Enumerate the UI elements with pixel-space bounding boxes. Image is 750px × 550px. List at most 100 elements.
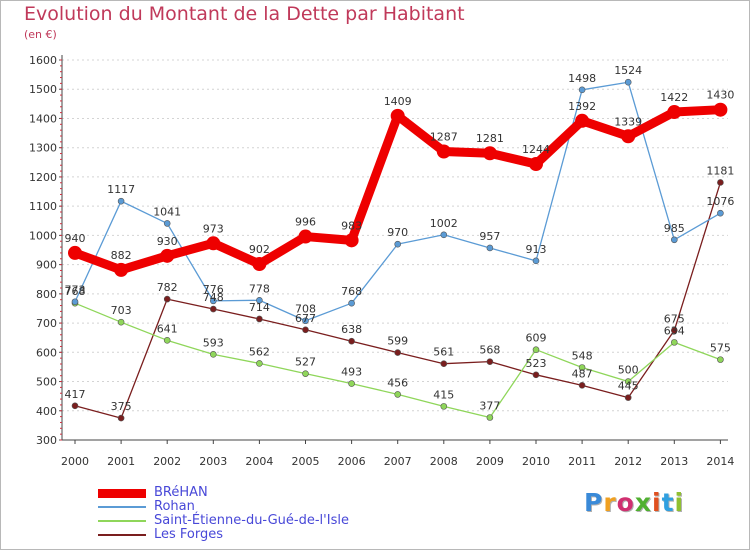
data-point (532, 346, 540, 353)
legend-item: BRéHAN (98, 485, 398, 501)
data-point (578, 364, 586, 371)
data-point (486, 244, 494, 252)
data-label: 996 (295, 216, 316, 229)
data-label: 377 (479, 399, 500, 412)
data-point (206, 236, 221, 251)
data-label: 548 (572, 350, 593, 363)
y-tick-label: 600 (36, 346, 57, 359)
data-label: 1244 (522, 143, 550, 156)
data-label: 456 (387, 376, 408, 389)
data-label: 1339 (614, 115, 642, 128)
logo-letter: P (584, 488, 604, 517)
data-label: 675 (664, 312, 685, 325)
data-point (482, 146, 497, 161)
data-point (348, 299, 355, 307)
data-point (532, 257, 540, 265)
data-label: 957 (479, 230, 500, 243)
data-point (717, 356, 724, 363)
legend-item: Les Forges (98, 527, 398, 543)
data-label: 748 (203, 291, 224, 304)
x-tick-label: 2014 (706, 455, 734, 468)
data-label: 902 (249, 243, 270, 256)
logo-letter: r (603, 488, 617, 517)
legend-label: Saint-Étienne-du-Gué-de-l'Isle (154, 513, 349, 528)
data-label: 970 (387, 226, 408, 239)
data-point (717, 179, 724, 186)
data-point (436, 144, 451, 159)
data-label: 638 (341, 323, 362, 336)
x-tick-label: 2007 (384, 455, 412, 468)
data-label: 1002 (430, 217, 458, 230)
data-labels: 417 375 782 748 714 677 638 599 561 568 523 487 445 6… (65, 64, 735, 413)
data-point (302, 317, 309, 325)
data-point (394, 240, 402, 248)
data-label: 973 (203, 222, 224, 235)
y-tick-label: 400 (36, 405, 57, 418)
data-label: 599 (387, 335, 408, 348)
data-point (717, 209, 724, 217)
data-point (532, 371, 540, 379)
data-label: 1041 (153, 205, 181, 218)
data-label: 1422 (660, 91, 688, 104)
grid (62, 59, 728, 412)
data-point (486, 358, 494, 365)
data-label: 913 (526, 243, 547, 256)
data-label: 778 (249, 282, 270, 295)
data-point (210, 351, 217, 358)
series-points (68, 78, 728, 422)
legend-item: Saint-Étienne-du-Gué-de-l'Isle (98, 513, 398, 529)
data-point (621, 129, 636, 144)
y-tick-label: 500 (36, 376, 57, 389)
x-tick-label: 2002 (153, 455, 181, 468)
legend-swatch (98, 489, 146, 498)
data-point (670, 327, 678, 334)
data-point (578, 382, 586, 389)
data-label: 1287 (430, 130, 458, 143)
data-point (486, 414, 494, 421)
data-label: 782 (157, 281, 178, 294)
data-label: 1076 (706, 195, 734, 208)
legend-label: BRéHAN (154, 485, 208, 500)
x-tick-label: 2000 (61, 455, 89, 468)
data-point (210, 305, 217, 313)
data-label: 568 (479, 344, 500, 357)
data-label: 575 (710, 342, 731, 355)
data-point (302, 326, 309, 334)
y-tick-label: 1200 (29, 171, 57, 184)
data-point (71, 298, 79, 306)
x-tick-label: 2005 (292, 455, 320, 468)
data-label: 1498 (568, 72, 596, 85)
data-point (667, 105, 682, 120)
data-label: 940 (65, 232, 86, 245)
data-point (71, 402, 79, 410)
chart-title: Evolution du Montant de la Dette par Hab… (24, 3, 465, 25)
axes: 300 400 500 600 700 800 900 1000 1100 1200 1300 140… (29, 54, 734, 468)
data-label: 415 (433, 388, 454, 401)
data-point (713, 102, 728, 117)
data-label: 609 (526, 332, 547, 345)
data-point (256, 315, 263, 323)
logo-letter: i (674, 488, 685, 517)
data-point (348, 380, 355, 387)
data-point (440, 360, 448, 368)
data-label: 1392 (568, 100, 596, 113)
data-point (163, 220, 171, 227)
data-label: 634 (664, 324, 685, 337)
data-point (163, 295, 171, 303)
y-tick-label: 1300 (29, 142, 57, 155)
data-label: 593 (203, 336, 224, 349)
data-label: 1181 (706, 164, 734, 177)
y-tick-label: 1600 (29, 54, 57, 67)
data-point (256, 360, 263, 367)
data-point (344, 233, 359, 248)
data-label: 527 (295, 356, 316, 369)
data-point (390, 108, 405, 123)
series-line (74, 302, 722, 419)
y-tick-label: 300 (36, 434, 57, 447)
data-label: 1281 (476, 132, 504, 145)
data-label: 776 (203, 283, 224, 296)
data-label: 417 (65, 388, 86, 401)
legend-swatch (98, 520, 146, 522)
data-point (624, 78, 632, 86)
data-point (252, 257, 267, 272)
